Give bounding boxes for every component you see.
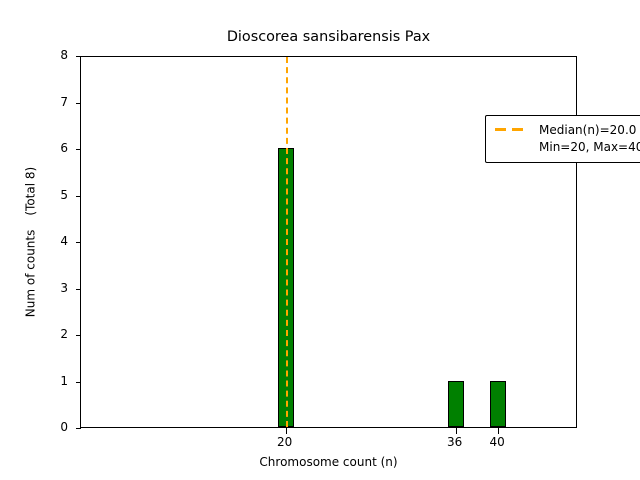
ytick-label-5: 5 [60, 187, 68, 202]
ytick-label-6: 6 [60, 141, 68, 155]
x-axis-label: Chromosome count (n) [259, 455, 398, 469]
median-line [285, 57, 288, 427]
xtick-20 [285, 428, 287, 434]
chart-title: Dioscorea sansibarensis Pax [226, 29, 431, 45]
median-line-swatch-icon [494, 122, 530, 137]
ytick-7 [75, 102, 81, 104]
bar-36 [447, 380, 464, 427]
ytick-label-1: 1 [60, 373, 68, 388]
chart-legend: Median(n)=20.0 Min=20, Max=40 [485, 115, 640, 163]
y-axis-label-line1: Num of counts [23, 229, 38, 318]
ytick-3 [75, 288, 81, 290]
y-axis-label-line2: (Total 8) [23, 166, 38, 216]
ytick-1 [75, 381, 81, 383]
ytick-label-7: 7 [60, 94, 68, 109]
ytick-5 [75, 195, 81, 197]
ytick-4 [75, 242, 81, 243]
ytick-8 [75, 56, 81, 57]
ytick-label-2: 2 [60, 327, 68, 341]
xtick-label-40: 40 [489, 435, 505, 449]
ytick-label-8: 8 [60, 48, 68, 62]
xtick-label-36: 36 [446, 435, 463, 449]
ytick-0 [75, 428, 81, 429]
y-axis-label-container: Num of counts (Total 8) [14, 56, 48, 428]
legend-median-label: Median(n)=20.0 [539, 123, 637, 137]
bar-40 [490, 380, 507, 427]
ytick-label-0: 0 [60, 420, 68, 434]
ytick-2 [75, 335, 81, 336]
ytick-label-4: 4 [60, 234, 68, 248]
plot-axes: Median(n)=20.0 Min=20, Max=40 [75, 56, 640, 434]
legend-range-label: Min=20, Max=40 [539, 140, 640, 154]
xtick-40 [498, 428, 500, 434]
ytick-6 [75, 149, 81, 150]
plot-area [81, 57, 576, 427]
ytick-label-3: 3 [60, 280, 68, 295]
xtick-label-20: 20 [276, 435, 293, 449]
xtick-36 [455, 428, 457, 434]
